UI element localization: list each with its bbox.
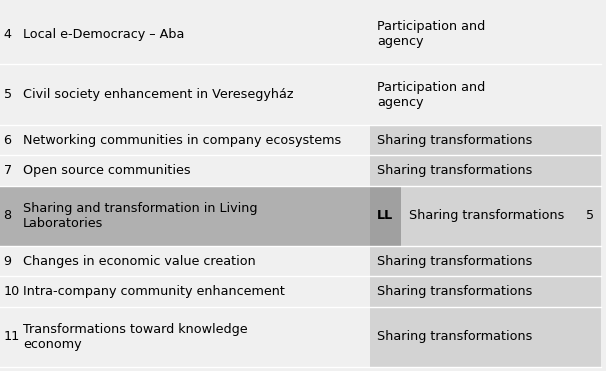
Bar xyxy=(370,276,601,307)
Text: Open source communities: Open source communities xyxy=(23,164,190,177)
Bar xyxy=(370,125,601,155)
Bar xyxy=(370,186,401,246)
Bar xyxy=(0,64,370,125)
Text: Changes in economic value creation: Changes in economic value creation xyxy=(23,255,256,268)
Text: LL: LL xyxy=(378,209,394,222)
Bar xyxy=(0,4,370,64)
Bar xyxy=(0,276,370,307)
Text: 9: 9 xyxy=(4,255,12,268)
Bar xyxy=(0,155,370,186)
Bar xyxy=(0,186,370,246)
Text: Participation and
agency: Participation and agency xyxy=(377,81,485,109)
Bar xyxy=(370,64,601,125)
Bar xyxy=(370,4,601,64)
Bar xyxy=(370,246,601,276)
Text: 11: 11 xyxy=(4,331,20,344)
Text: 6: 6 xyxy=(4,134,12,147)
Text: Networking communities in company ecosystems: Networking communities in company ecosys… xyxy=(23,134,341,147)
Text: Sharing transformations: Sharing transformations xyxy=(377,164,532,177)
Bar xyxy=(370,155,601,186)
Text: Sharing transformations: Sharing transformations xyxy=(408,209,564,222)
Text: 10: 10 xyxy=(4,285,20,298)
Bar xyxy=(370,307,601,367)
Text: Transformations toward knowledge
economy: Transformations toward knowledge economy xyxy=(23,323,247,351)
Bar xyxy=(0,307,370,367)
Text: Sharing and transformation in Living
Laboratories: Sharing and transformation in Living Lab… xyxy=(23,202,258,230)
Text: Sharing transformations: Sharing transformations xyxy=(377,285,532,298)
Text: 4: 4 xyxy=(4,27,12,40)
Text: Intra-company community enhancement: Intra-company community enhancement xyxy=(23,285,285,298)
Bar xyxy=(0,125,370,155)
Text: Participation and
agency: Participation and agency xyxy=(377,20,485,48)
Bar xyxy=(0,246,370,276)
Text: Sharing transformations: Sharing transformations xyxy=(377,134,532,147)
Bar xyxy=(401,186,601,246)
Text: Local e-Democracy – Aba: Local e-Democracy – Aba xyxy=(23,27,184,40)
Text: 8: 8 xyxy=(4,209,12,222)
Text: 7: 7 xyxy=(4,164,12,177)
Text: 5: 5 xyxy=(4,88,12,101)
Text: 5: 5 xyxy=(585,209,594,222)
Text: Sharing transformations: Sharing transformations xyxy=(377,255,532,268)
Text: Sharing transformations: Sharing transformations xyxy=(377,331,532,344)
Text: Civil society enhancement in Veresegyház: Civil society enhancement in Veresegyház xyxy=(23,88,293,101)
